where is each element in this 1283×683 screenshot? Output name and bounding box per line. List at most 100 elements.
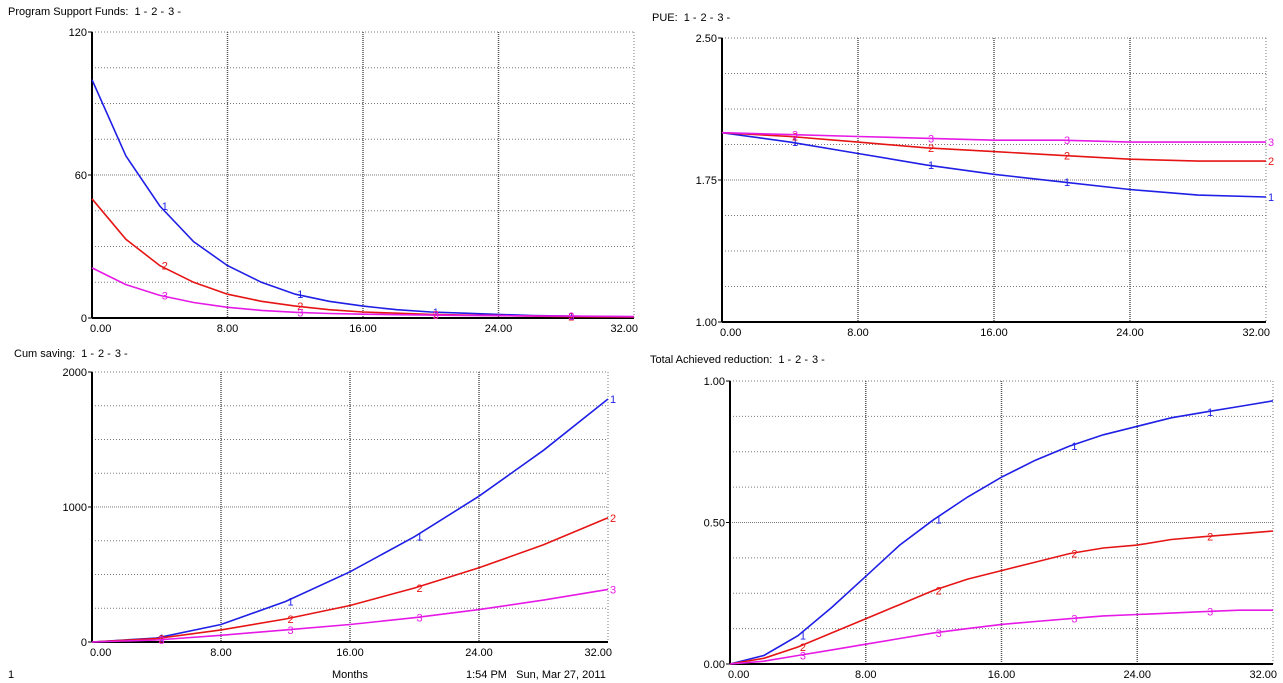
chart-cum-saving: Cum saving: 1 - 2 - 3 - 0 1000 2000 0.00 8.00 16.…: [14, 348, 616, 659]
series-line-1: [729, 400, 1274, 665]
series-marker-label-3: 3: [1207, 607, 1213, 619]
series-marker-label-3: 3: [568, 311, 574, 323]
series-marker-label-1: 1: [610, 394, 616, 406]
series-marker-label-3: 3: [610, 584, 616, 596]
series-marker-label-3: 3: [928, 133, 934, 145]
series-line-3: [91, 267, 635, 318]
x-tick-label: 32.00: [1249, 669, 1277, 681]
series-marker-label-3: 3: [288, 625, 294, 637]
x-tick-label: 32.00: [1242, 327, 1270, 339]
series-marker-label-3: 3: [433, 310, 439, 322]
series-marker-label-2: 2: [1207, 532, 1213, 544]
x-tick-label: 8.00: [217, 323, 238, 335]
series-marker-label-2: 2: [297, 301, 303, 313]
x-tick-label: 32.00: [610, 323, 638, 335]
series-marker-label-3: 3: [162, 290, 168, 302]
x-tick-label: 8.00: [210, 647, 231, 659]
series-marker-label-3: 3: [1268, 137, 1274, 149]
series-marker-label-2: 2: [610, 513, 616, 525]
series-marker-label-1: 1: [297, 289, 303, 301]
chart-title: Cum saving:: [14, 348, 75, 360]
x-tick-label: 16.00: [980, 327, 1008, 339]
series-marker-label-3: 3: [417, 613, 423, 625]
series-marker-label-3: 3: [1064, 135, 1070, 147]
series-marker-label-1: 1: [928, 160, 934, 172]
x-tick-label: 0.00: [728, 669, 749, 681]
series-marker-label-3: 3: [1071, 614, 1077, 626]
legend-series-2: 2 -: [701, 12, 714, 24]
series-marker-label-2: 2: [417, 583, 423, 595]
y-tick-label: 1.00: [704, 376, 725, 388]
y-tick-label: 1000: [63, 502, 87, 514]
legend-series-2: 2 -: [98, 348, 111, 360]
series-marker-label-3: 3: [792, 130, 798, 142]
legend-series-1: 1 -: [134, 6, 147, 18]
legend-series-3: 3 -: [812, 354, 825, 366]
y-tick-label: 0.50: [704, 518, 725, 530]
y-tick-label: 1.75: [696, 175, 717, 187]
series-marker-label-2: 2: [568, 312, 574, 324]
series-marker-label-3: 3: [800, 651, 806, 663]
timestamp: 1:54 PM Sun, Mar 27, 2011: [466, 669, 606, 681]
series-marker-label-2: 2: [162, 261, 168, 273]
x-tick-label: 24.00: [1116, 327, 1144, 339]
legend-series-3: 3 -: [115, 348, 128, 360]
series-marker-label-1: 1: [800, 631, 806, 643]
series-marker-label-2: 2: [1268, 156, 1274, 168]
series-marker-label-3: 3: [936, 628, 942, 640]
series-marker-label-2: 2: [288, 614, 294, 626]
series-marker-label-1: 1: [288, 597, 294, 609]
x-tick-label: 16.00: [349, 323, 377, 335]
series-marker-label-2: 2: [792, 131, 798, 143]
chart-title: PUE:: [652, 12, 678, 24]
series-line-3: [91, 588, 609, 643]
y-tick-label: 2000: [63, 367, 87, 379]
x-tick-label: 24.00: [485, 323, 513, 335]
chart-total-achieved-reduction: Total Achieved reduction: 1 - 2 - 3 - 0.00 0.…: [650, 354, 1277, 681]
legend-series-2: 2 -: [151, 6, 164, 18]
y-tick-label: 0: [81, 637, 87, 649]
x-tick-label: 8.00: [855, 669, 876, 681]
series-line-1: [91, 398, 609, 643]
legend-series-2: 2 -: [795, 354, 808, 366]
y-tick-label: 0: [81, 313, 87, 325]
series-marker-label-1: 1: [936, 515, 942, 527]
y-tick-label: 2.50: [696, 33, 717, 45]
legend-series-1: 1 -: [778, 354, 791, 366]
series-line-3: [721, 131, 1266, 143]
page-number: 1: [8, 669, 14, 681]
series-line-3: [729, 609, 1273, 665]
series-line-2: [721, 131, 1266, 162]
x-tick-label: 0.00: [90, 647, 111, 659]
series-line-2: [91, 517, 609, 643]
legend-series-1: 1 -: [684, 12, 697, 24]
series-marker-label-1: 1: [792, 137, 798, 149]
chart-title: Total Achieved reduction:: [650, 354, 772, 366]
chart-title: Program Support Funds:: [8, 6, 128, 18]
legend-series-3: 3 -: [168, 6, 181, 18]
x-tick-label: 24.00: [1123, 669, 1151, 681]
series-marker-label-1: 1: [433, 307, 439, 319]
series-marker-label-3: 3: [159, 635, 165, 647]
x-axis-label-months: Months: [332, 669, 369, 681]
series-line-1: [721, 131, 1267, 198]
y-tick-label: 60: [75, 170, 87, 182]
series-marker-label-1: 1: [162, 201, 168, 213]
series-marker-label-1: 1: [417, 532, 423, 544]
x-tick-label: 24.00: [465, 647, 493, 659]
series-marker-label-2: 2: [800, 642, 806, 654]
series-line-2: [729, 530, 1274, 665]
series-marker-label-1: 1: [1268, 192, 1274, 204]
chart-pue: PUE: 1 - 2 -3 - 1.00 1.75 2.50 0.00 8.00 16.00 24…: [652, 12, 1274, 339]
x-tick-label: 8.00: [847, 327, 868, 339]
legend-series-3: 3 -: [717, 12, 730, 24]
legend-series-1: 1 -: [81, 348, 94, 360]
x-tick-label: 0.00: [90, 323, 111, 335]
series-marker-label-1: 1: [1207, 407, 1213, 419]
series-marker-label-1: 1: [1064, 177, 1070, 189]
series-marker-label-3: 3: [297, 307, 303, 319]
chart-program-support-funds: Program Support Funds: 1 - 2 - 3 - 0 60 120 0.0…: [8, 6, 638, 335]
series-marker-label-2: 2: [936, 585, 942, 597]
x-tick-label: 16.00: [988, 669, 1016, 681]
